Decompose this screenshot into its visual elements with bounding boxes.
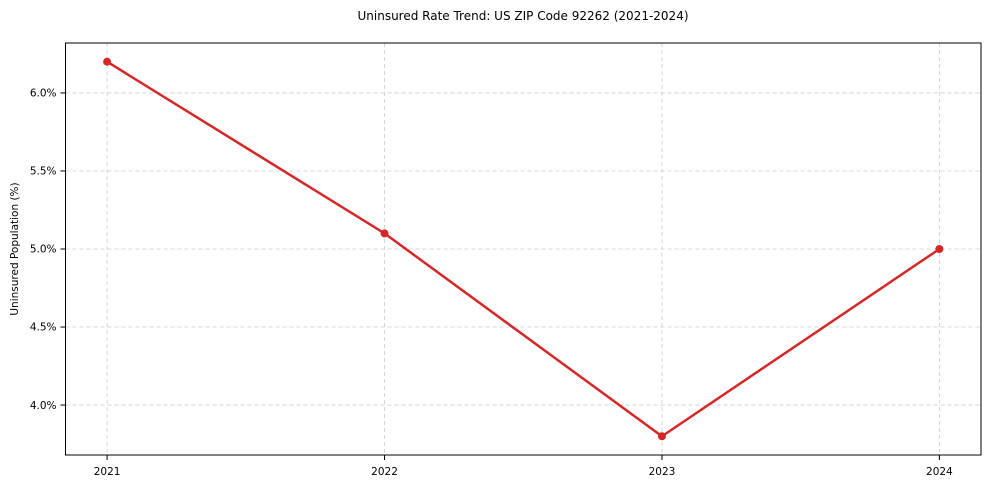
x-tick-label: 2022 [371,466,398,478]
data-line [106,60,941,438]
y-tick-label: 5.0% [30,244,57,256]
y-tick-label: 6.0% [30,88,57,100]
chart-title: Uninsured Rate Trend: US ZIP Code 92262 … [357,9,689,23]
y-tick-label: 4.0% [30,400,57,412]
y-tick-label: 4.5% [30,322,57,334]
x-tick-label: 2023 [649,466,676,478]
data-point-marker [935,245,944,253]
data-point-marker [380,229,389,238]
data-point-marker [657,432,666,441]
x-tick-label: 2021 [94,466,121,478]
y-tick-label: 5.5% [30,166,57,178]
data-point-marker [103,57,112,66]
x-tick-label: 2024 [926,466,953,478]
